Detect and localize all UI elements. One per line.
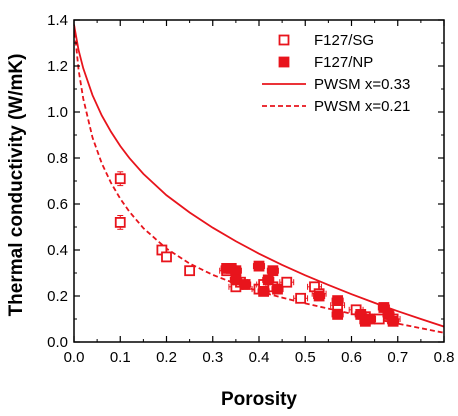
y-axis-title: Thermal conductivity (W/mK) [6,54,27,317]
data-point-f127-np [271,283,284,295]
marker-open-square [295,292,307,304]
legend-label: PWSM x=0.33 [314,76,410,93]
marker-filled-square [364,313,376,325]
data-point-f127-sg [293,292,309,304]
marker-filled-square [387,315,399,327]
data-point-f127-np [257,285,270,297]
x-tick-label: 0.4 [249,349,270,366]
data-point-f127-sg [184,265,196,277]
data-point-f127-np [266,265,279,277]
x-axis-title: Porosity [221,389,297,410]
x-tick-label: 0.1 [110,349,131,366]
data-point-f127-np [252,260,266,272]
y-tick-label: 1.4 [47,12,68,29]
marker-filled-square [332,295,344,307]
data-point-f127-np [331,295,344,307]
legend: F127/SG F127/NP PWSM x=0.33 PWSM x=0.21 [262,32,410,115]
marker-filled-square [253,260,265,272]
marker-open-square [281,276,293,288]
legend-entry: F127/NP [278,54,373,71]
marker-open-square [184,265,196,277]
y-tick-label: 0.2 [47,288,68,305]
data-point-f127-sg [114,215,126,230]
y-tick-label: 0.0 [47,334,68,351]
data-point-f127-sg [279,276,295,288]
data-point-f127-np [387,315,400,327]
legend-entry: PWSM x=0.21 [262,98,410,115]
legend-marker-swatch [278,56,290,68]
y-tick-label: 1.0 [47,104,68,121]
y-tick-label: 0.6 [47,196,68,213]
data-point-f127-np [229,265,242,277]
data-point-f127-sg [114,171,126,187]
marker-layer [114,171,401,327]
marker-filled-square [239,279,251,290]
marker-filled-square [230,274,242,286]
y-tick-label: 0.8 [47,150,68,167]
marker-filled-square [272,283,283,295]
marker-filled-square [313,290,325,302]
x-tick-label: 0.8 [434,349,455,366]
data-point-f127-np [331,308,344,320]
x-tick-label: 0.0 [64,349,85,366]
legend-label: F127/NP [314,54,373,71]
marker-filled-square [230,265,242,277]
marker-open-square [114,173,126,185]
y-tick-label: 1.2 [47,58,68,75]
data-point-f127-sg [161,251,172,263]
series-line-pwsm-x-0-33 [74,24,444,328]
data-point-f127-np [239,279,252,290]
legend-marker-swatch [278,34,290,46]
axes-layer: 0.0 0.1 0.2 0.3 0.4 0.5 0.6 0.7 0.8 0.0 0.2 0.4 0.6 0… [47,12,454,366]
x-tick-label: 0.7 [387,349,408,366]
legend-entry: PWSM x=0.33 [262,76,410,93]
x-tick-label: 0.2 [156,349,177,366]
y-tick-label: 0.4 [47,242,68,259]
marker-filled-square [267,265,279,277]
marker-filled-square [262,274,274,286]
data-point-f127-np [313,290,326,302]
x-tick-label: 0.5 [295,349,316,366]
marker-open-square [161,251,172,263]
legend-label: PWSM x=0.21 [314,98,410,115]
marker-filled-square [332,308,344,320]
x-tick-label: 0.6 [341,349,362,366]
legend-label: F127/SG [314,32,374,49]
data-point-f127-np [262,274,275,286]
legend-entry: F127/SG [278,32,374,49]
data-point-f127-np [363,313,377,325]
marker-open-square [114,216,126,228]
marker-open-square [373,313,385,325]
x-tick-label: 0.3 [202,349,223,366]
marker-filled-square [258,285,270,297]
